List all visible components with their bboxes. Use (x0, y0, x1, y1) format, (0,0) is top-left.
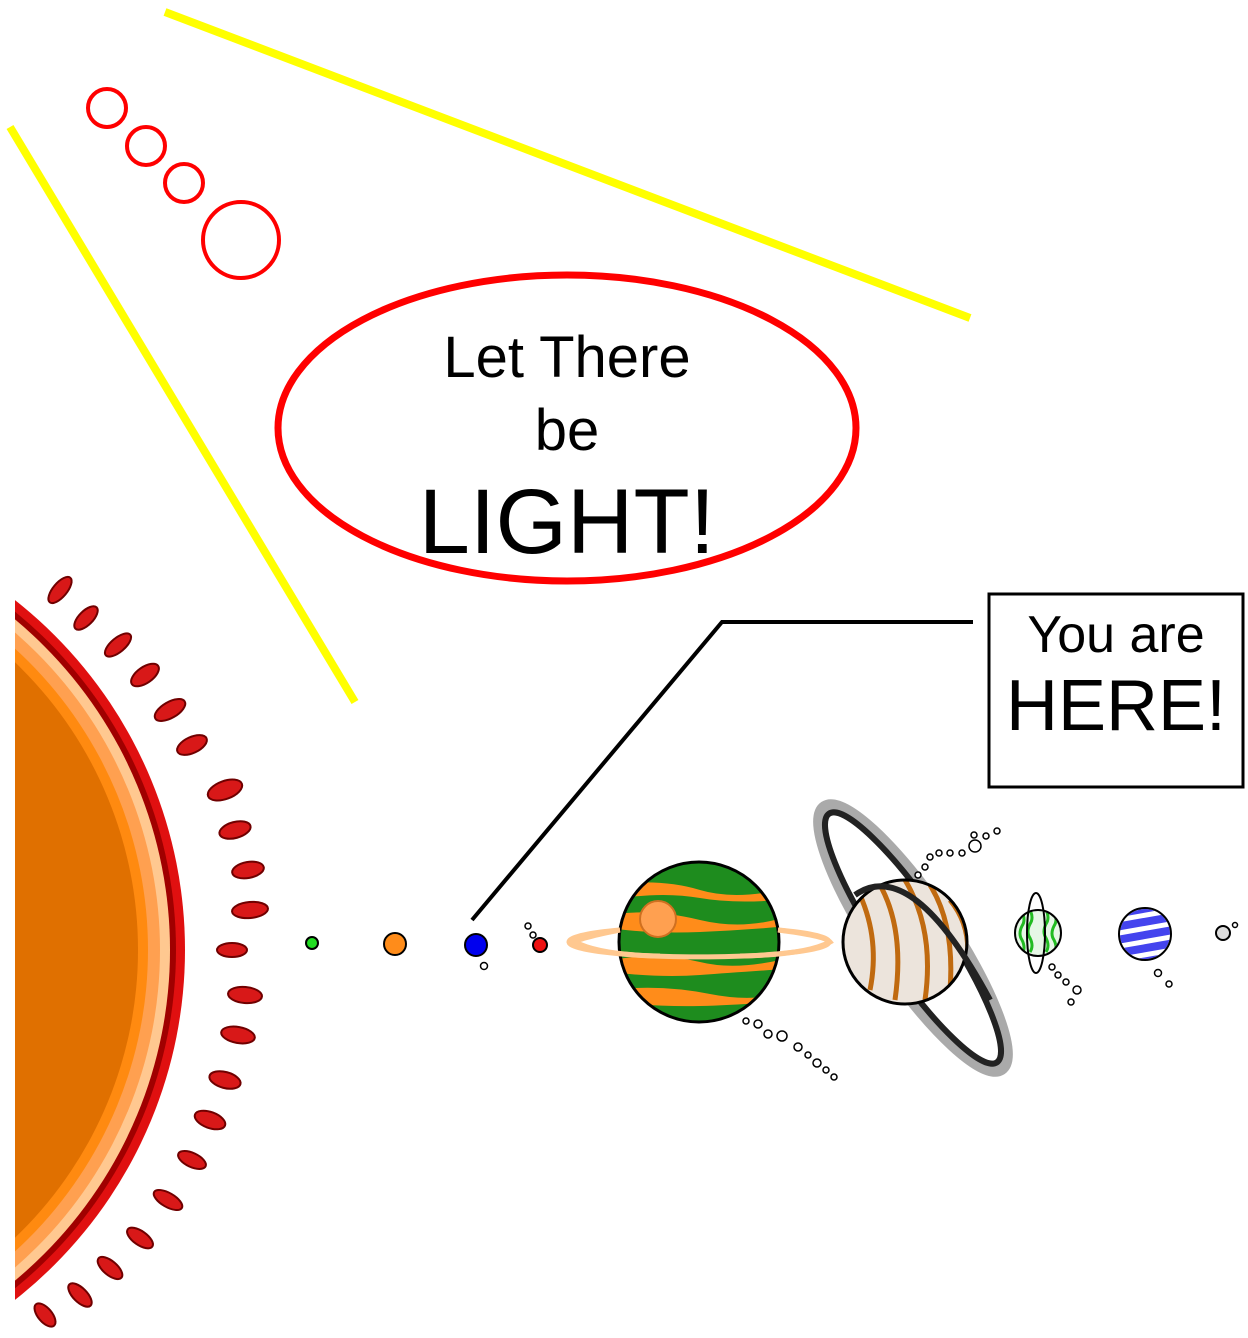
jupiter (569, 862, 830, 1022)
charon (1233, 923, 1238, 928)
callout-line: HERE! (1006, 666, 1226, 746)
illustration: Let There be LIGHT! You are HERE! (0, 0, 1248, 1333)
mars (533, 938, 547, 952)
neptune-moons (1155, 970, 1173, 988)
bubble-line: Let There (443, 325, 690, 390)
mars-moons (525, 923, 536, 938)
earth (465, 934, 487, 956)
sun (0, 505, 185, 1333)
callout-line: You are (1027, 606, 1204, 664)
thought-bubbles (88, 89, 279, 278)
neptune (1105, 898, 1194, 971)
moon (481, 963, 488, 970)
uranus (1015, 893, 1061, 973)
uranus-moons (1049, 964, 1081, 1005)
venus (384, 933, 406, 955)
pluto (1216, 926, 1230, 940)
page: {"speech_bubble": {"lines": ["Let There"… (0, 0, 1248, 1333)
bubble-line: LIGHT! (419, 471, 715, 573)
saturn-moons (915, 828, 1000, 878)
mercury (306, 937, 318, 949)
bubble-line: be (535, 398, 600, 463)
jupiter-moons (743, 1018, 837, 1080)
